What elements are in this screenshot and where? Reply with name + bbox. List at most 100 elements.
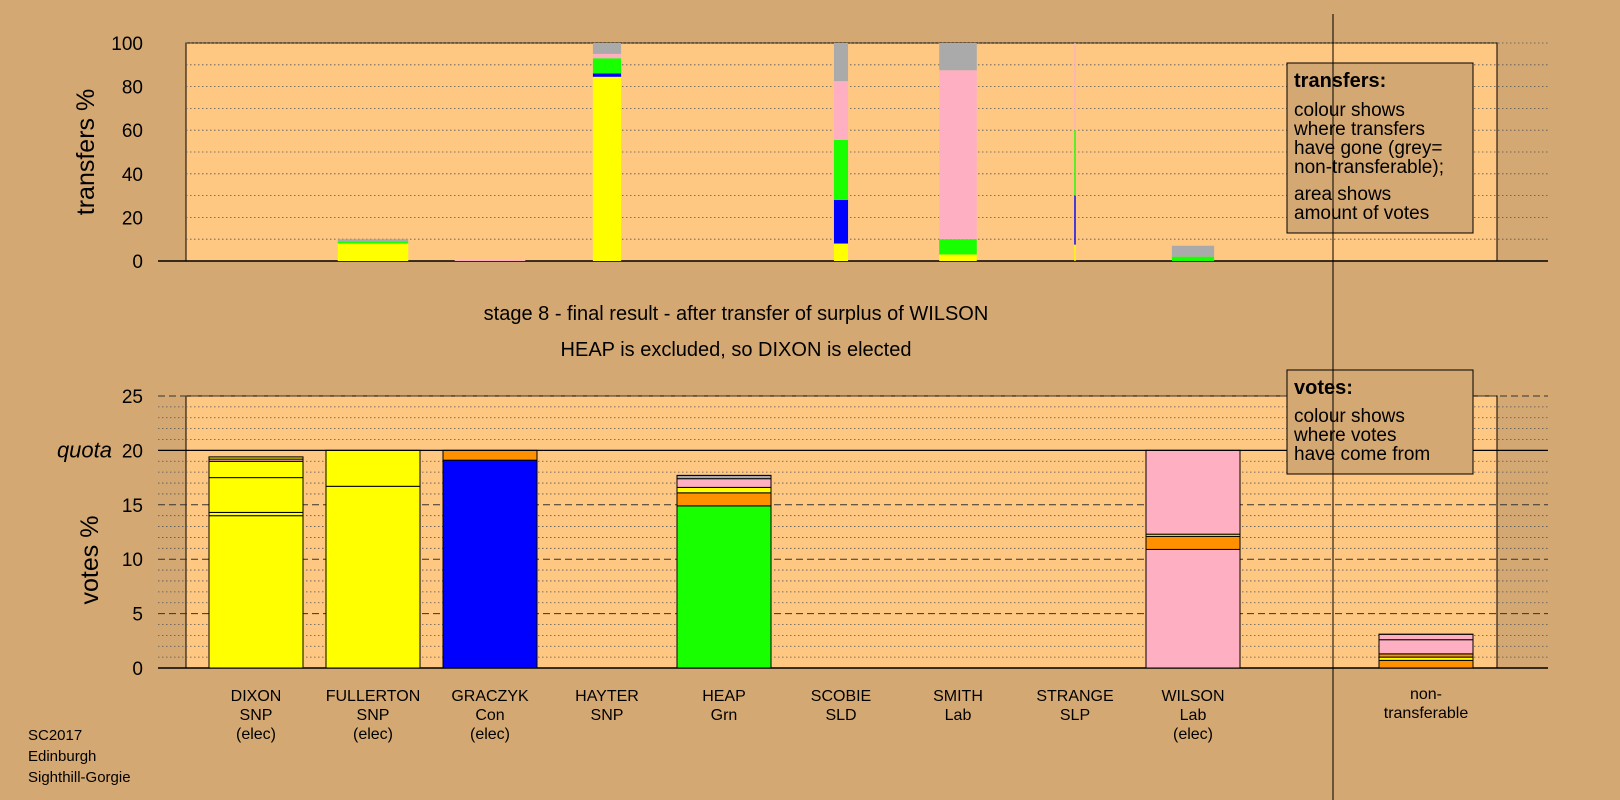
candidate-label: SNP (240, 707, 273, 724)
votes-tick-label: 0 (132, 659, 143, 680)
candidate-label: Grn (711, 707, 738, 724)
candidate-label: SCOBIE (811, 688, 871, 705)
transfers-legend-text: have gone (grey= (1294, 138, 1442, 159)
transfers-tick-label: 20 (122, 208, 143, 229)
transfers-axis-label: transfers % (72, 89, 100, 215)
candidate-label: SNP (357, 707, 390, 724)
transfer-bar-segment (337, 243, 409, 261)
vote-bar-segment (442, 449, 538, 461)
vote-bar-segment (325, 485, 421, 669)
transfer-bar-segment (833, 243, 849, 261)
transfer-bar-segment (1171, 256, 1215, 261)
candidate-label: (elec) (236, 726, 276, 743)
transfers-tick-label: 60 (122, 121, 143, 142)
transfers-legend-title: transfers: (1294, 70, 1386, 92)
candidate-label: HAYTER (575, 688, 639, 705)
vote-bar-segment (1378, 633, 1474, 641)
transfers-legend-text: amount of votes (1294, 203, 1429, 224)
nontransferable-label: non- (1410, 686, 1442, 703)
transfer-bar-segment (833, 43, 849, 82)
transfer-bar-segment (1074, 43, 1076, 131)
votes-legend-text: colour shows (1294, 406, 1405, 427)
vote-bar-segment (676, 505, 772, 669)
transfer-bar-segment (833, 81, 849, 141)
transfer-bar-segment (337, 239, 409, 242)
candidate-label: STRANGE (1036, 688, 1113, 705)
transfer-bar-segment (939, 254, 977, 261)
vote-bar-segment (1145, 548, 1241, 669)
vote-bar-segment (1378, 659, 1474, 669)
candidate-label: GRACZYK (451, 688, 529, 705)
footer-text: Sighthill-Gorgie (28, 769, 131, 786)
transfers-legend-text: colour shows (1294, 100, 1405, 121)
vote-bar-segment (208, 515, 304, 669)
transfers-legend-box (1286, 62, 1474, 234)
transfer-bar-segment (939, 43, 977, 71)
stage-subtitle: HEAP is excluded, so DIXON is elected (561, 339, 912, 361)
votes-legend-text: have come from (1294, 444, 1430, 465)
transfer-bar-segment (592, 73, 622, 77)
vote-bar-segment (676, 478, 772, 488)
transfer-bar-segment (592, 76, 622, 261)
candidate-label: Lab (1180, 707, 1207, 724)
transfer-bar-segment (592, 53, 622, 59)
votes-legend-box (1286, 369, 1474, 475)
candidate-label: Con (475, 707, 504, 724)
transfer-bar-segment (833, 199, 849, 244)
votes-tick-label: 5 (132, 605, 143, 626)
stage-title: stage 8 - final result - after transfer … (484, 303, 989, 325)
votes-legend-title: votes: (1294, 377, 1353, 399)
transfer-bar-segment (337, 241, 409, 244)
votes-tick-label: 15 (122, 496, 143, 517)
footer-text: SC2017 (28, 727, 82, 744)
vote-bar-segment (676, 492, 772, 507)
vote-bar-outline (1378, 633, 1474, 669)
transfers-tick-label: 0 (132, 252, 143, 273)
vote-bar-segment (208, 477, 304, 513)
vote-bar-segment (1378, 639, 1474, 655)
transfer-bar-segment (939, 239, 977, 255)
transfers-legend-text: non-transferable); (1294, 157, 1444, 178)
candidate-label: SLD (825, 707, 856, 724)
candidate-label: HEAP (702, 688, 746, 705)
votes-tick-label: 10 (122, 550, 143, 571)
candidate-label: Lab (945, 707, 972, 724)
vote-bar-segment (1145, 535, 1241, 550)
transfers-legend-text: where transfers (1293, 119, 1425, 140)
transfer-bar-segment (1074, 244, 1076, 261)
transfer-bar-segment (833, 140, 849, 200)
vote-bar-outline (676, 474, 772, 669)
transfer-bar-segment (939, 70, 977, 240)
votes-tick-label: 25 (122, 387, 143, 408)
quota-label: quota (57, 437, 112, 462)
candidate-label: SMITH (933, 688, 983, 705)
transfer-bar-segment (1074, 130, 1076, 196)
votes-axis-label: votes % (76, 516, 104, 605)
candidate-label: (elec) (1173, 726, 1213, 743)
candidate-label: (elec) (353, 726, 393, 743)
transfer-bar-segment (592, 58, 622, 74)
transfers-legend-text: area shows (1294, 184, 1391, 205)
transfer-bar-segment (1171, 245, 1215, 257)
candidate-label: SNP (591, 707, 624, 724)
candidate-label: DIXON (231, 688, 282, 705)
transfers-tick-label: 40 (122, 165, 143, 186)
transfer-bar-segment (592, 43, 622, 54)
transfer-bar-segment (454, 259, 526, 261)
candidate-label: (elec) (470, 726, 510, 743)
candidate-label: WILSON (1161, 688, 1224, 705)
vote-bar-segment (325, 449, 421, 487)
transfers-tick-label: 80 (122, 78, 143, 99)
vote-bar-segment (1145, 449, 1241, 535)
transfer-bar-segment (1074, 195, 1076, 245)
transfers-tick-label: 100 (111, 34, 143, 55)
nontransferable-label: transferable (1384, 705, 1469, 722)
footer-text: Edinburgh (28, 748, 96, 765)
vote-bar-segment (208, 460, 304, 479)
votes-legend-text: where votes (1293, 425, 1396, 446)
candidate-label: FULLERTON (326, 688, 421, 705)
votes-tick-label: 20 (122, 441, 143, 462)
vote-bar-segment (442, 459, 538, 669)
vote-bar-segment (676, 486, 772, 494)
